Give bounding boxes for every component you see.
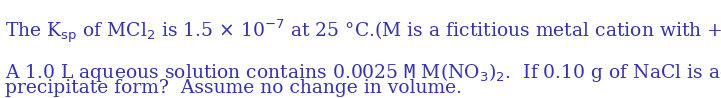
Text: The K$_{\rm sp}$ of MCl$_2$ is 1.5 $\times$ 10$^{-7}$ at 25 °C.(M is a fictitiou: The K$_{\rm sp}$ of MCl$_2$ is 1.5 $\tim… — [5, 18, 721, 46]
Text: precipitate form?  Assume no change in volume.: precipitate form? Assume no change in vo… — [5, 79, 462, 97]
Text: A 1.0 L aqueous solution contains 0.0025 $\mathtt{M}$ M(NO$_3$)$_2$.  If 0.10 g : A 1.0 L aqueous solution contains 0.0025… — [5, 61, 721, 84]
